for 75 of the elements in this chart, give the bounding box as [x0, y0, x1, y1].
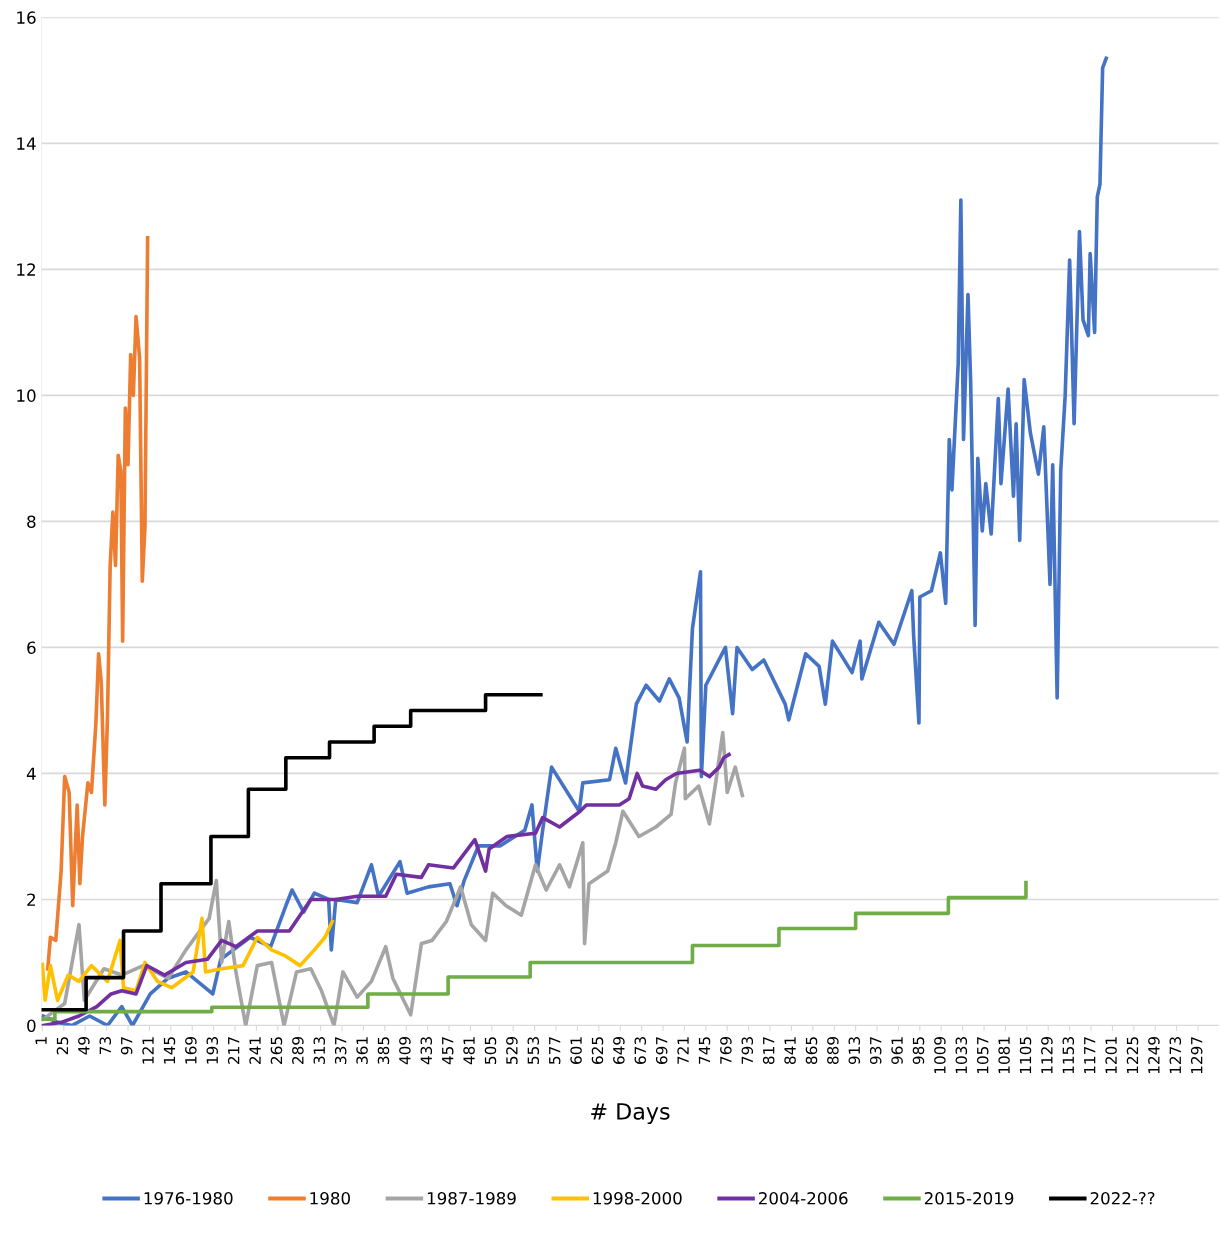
legend-label: 2004-2006 — [758, 1191, 848, 1205]
x-tick-label: 193 — [206, 1037, 219, 1064]
x-tick-label: 97 — [120, 1037, 133, 1055]
x-tick-label: 913 — [848, 1037, 861, 1065]
x-tick-label: 289 — [292, 1036, 304, 1064]
x-tick-label: 793 — [741, 1037, 754, 1064]
x-tick-label: 169 — [185, 1036, 197, 1064]
x-tick-label: 1105 — [1019, 1037, 1032, 1074]
x-tick-label: 313 — [313, 1037, 326, 1064]
y-tick-label: 14 — [17, 137, 36, 150]
x-tick-label: 409 — [399, 1036, 411, 1065]
y-tick-label: 6 — [27, 641, 36, 654]
x-tick-label: 721 — [677, 1037, 689, 1064]
x-tick-label: 457 — [442, 1037, 454, 1065]
x-tick-label: 1273 — [1169, 1037, 1182, 1074]
x-tick-label: 433 — [420, 1037, 433, 1065]
x-tick-label: 601 — [570, 1037, 582, 1064]
x-tick-label: 25 — [56, 1037, 69, 1055]
x-tick-label: 1129 — [1041, 1036, 1053, 1074]
line-series — [45, 236, 150, 971]
x-tick-label: 625 — [591, 1037, 604, 1064]
x-tick-label: 1297 — [1190, 1037, 1203, 1074]
x-tick-label: 73 — [99, 1037, 112, 1055]
x-tick-label: 1177 — [1084, 1037, 1096, 1074]
x-tick-label: 1 — [35, 1037, 47, 1044]
y-tick-label: 2 — [27, 893, 35, 906]
x-tick-label: 385 — [377, 1037, 390, 1064]
line-series — [41, 56, 1109, 1026]
x-tick-label: 745 — [698, 1037, 711, 1064]
y-tick-label: 16 — [17, 11, 36, 24]
x-tick-label: 361 — [356, 1037, 368, 1064]
x-tick-label: 1201 — [1105, 1037, 1117, 1074]
x-tick-label: 121 — [142, 1037, 154, 1064]
x-tick-label: 337 — [334, 1037, 347, 1064]
x-tick-label: 1081 — [998, 1037, 1010, 1074]
x-tick-label: 1153 — [1062, 1037, 1075, 1074]
y-tick-label: 12 — [17, 263, 35, 276]
y-tick-label: 4 — [26, 767, 36, 780]
x-tick-label: 865 — [805, 1037, 818, 1065]
legend-label: 1998-2000 — [593, 1191, 682, 1205]
y-tick-label: 0 — [27, 1019, 36, 1033]
x-tick-label: 649 — [613, 1036, 625, 1064]
x-tick-label: 241 — [249, 1037, 261, 1064]
x-axis-title: # Days — [591, 1103, 670, 1125]
x-tick-label: 1033 — [955, 1037, 968, 1074]
x-tick-label: 841 — [784, 1037, 796, 1065]
x-tick-label: 145 — [163, 1037, 176, 1064]
line-series — [41, 916, 335, 1003]
x-tick-label: 1225 — [1126, 1037, 1139, 1074]
x-tick-label: 481 — [463, 1037, 475, 1065]
x-tick-label: 1057 — [976, 1037, 989, 1074]
x-tick-label: 961 — [891, 1037, 903, 1065]
x-tick-label: 49 — [78, 1036, 90, 1055]
legend-label: 2015-2019 — [924, 1191, 1014, 1205]
legend-label: 1980 — [310, 1191, 350, 1205]
legend-label: 2022-?? — [1090, 1191, 1155, 1205]
y-tick-label: 8 — [27, 515, 36, 528]
x-tick-label: 817 — [762, 1037, 775, 1065]
x-tick-label: 889 — [827, 1036, 839, 1065]
legend-label: 1987-1989 — [427, 1191, 516, 1205]
x-tick-label: 1009 — [934, 1036, 946, 1074]
x-tick-label: 937 — [869, 1037, 882, 1065]
x-tick-label: 265 — [270, 1037, 283, 1064]
x-tick-label: 505 — [484, 1037, 497, 1064]
legend-label: 1976-1980 — [144, 1191, 233, 1205]
y-tick-label: 10 — [17, 389, 36, 402]
x-tick-label: 697 — [655, 1037, 668, 1064]
x-tick-label: 985 — [912, 1037, 925, 1065]
x-tick-label: 673 — [634, 1037, 647, 1064]
x-tick-label: 577 — [549, 1037, 561, 1064]
x-tick-label: 529 — [506, 1036, 518, 1064]
x-tick-label: 769 — [720, 1036, 732, 1064]
x-tick-label: 553 — [527, 1037, 540, 1064]
x-tick-label: 1249 — [1148, 1036, 1160, 1074]
x-tick-label: 217 — [227, 1037, 240, 1064]
